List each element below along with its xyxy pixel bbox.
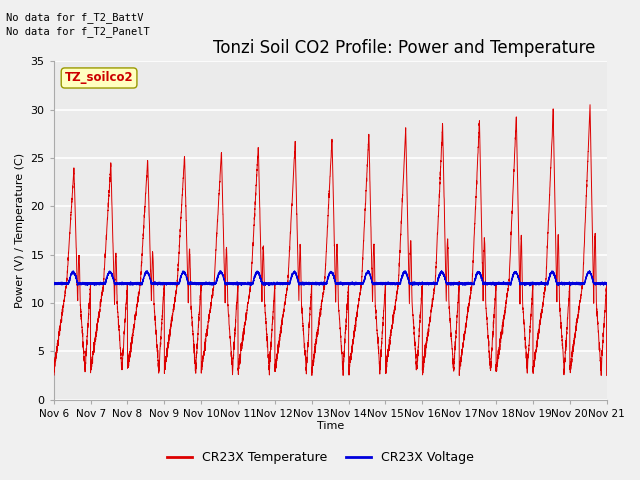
Text: Tonzi Soil CO2 Profile: Power and Temperature: Tonzi Soil CO2 Profile: Power and Temper…: [213, 39, 596, 57]
Text: No data for f_T2_PanelT: No data for f_T2_PanelT: [6, 26, 150, 37]
Text: No data for f_T2_BattV: No data for f_T2_BattV: [6, 12, 144, 23]
X-axis label: Time: Time: [317, 421, 344, 432]
Text: TZ_soilco2: TZ_soilco2: [65, 72, 133, 84]
Y-axis label: Power (V) / Temperature (C): Power (V) / Temperature (C): [15, 153, 25, 308]
Legend: CR23X Temperature, CR23X Voltage: CR23X Temperature, CR23X Voltage: [161, 446, 479, 469]
